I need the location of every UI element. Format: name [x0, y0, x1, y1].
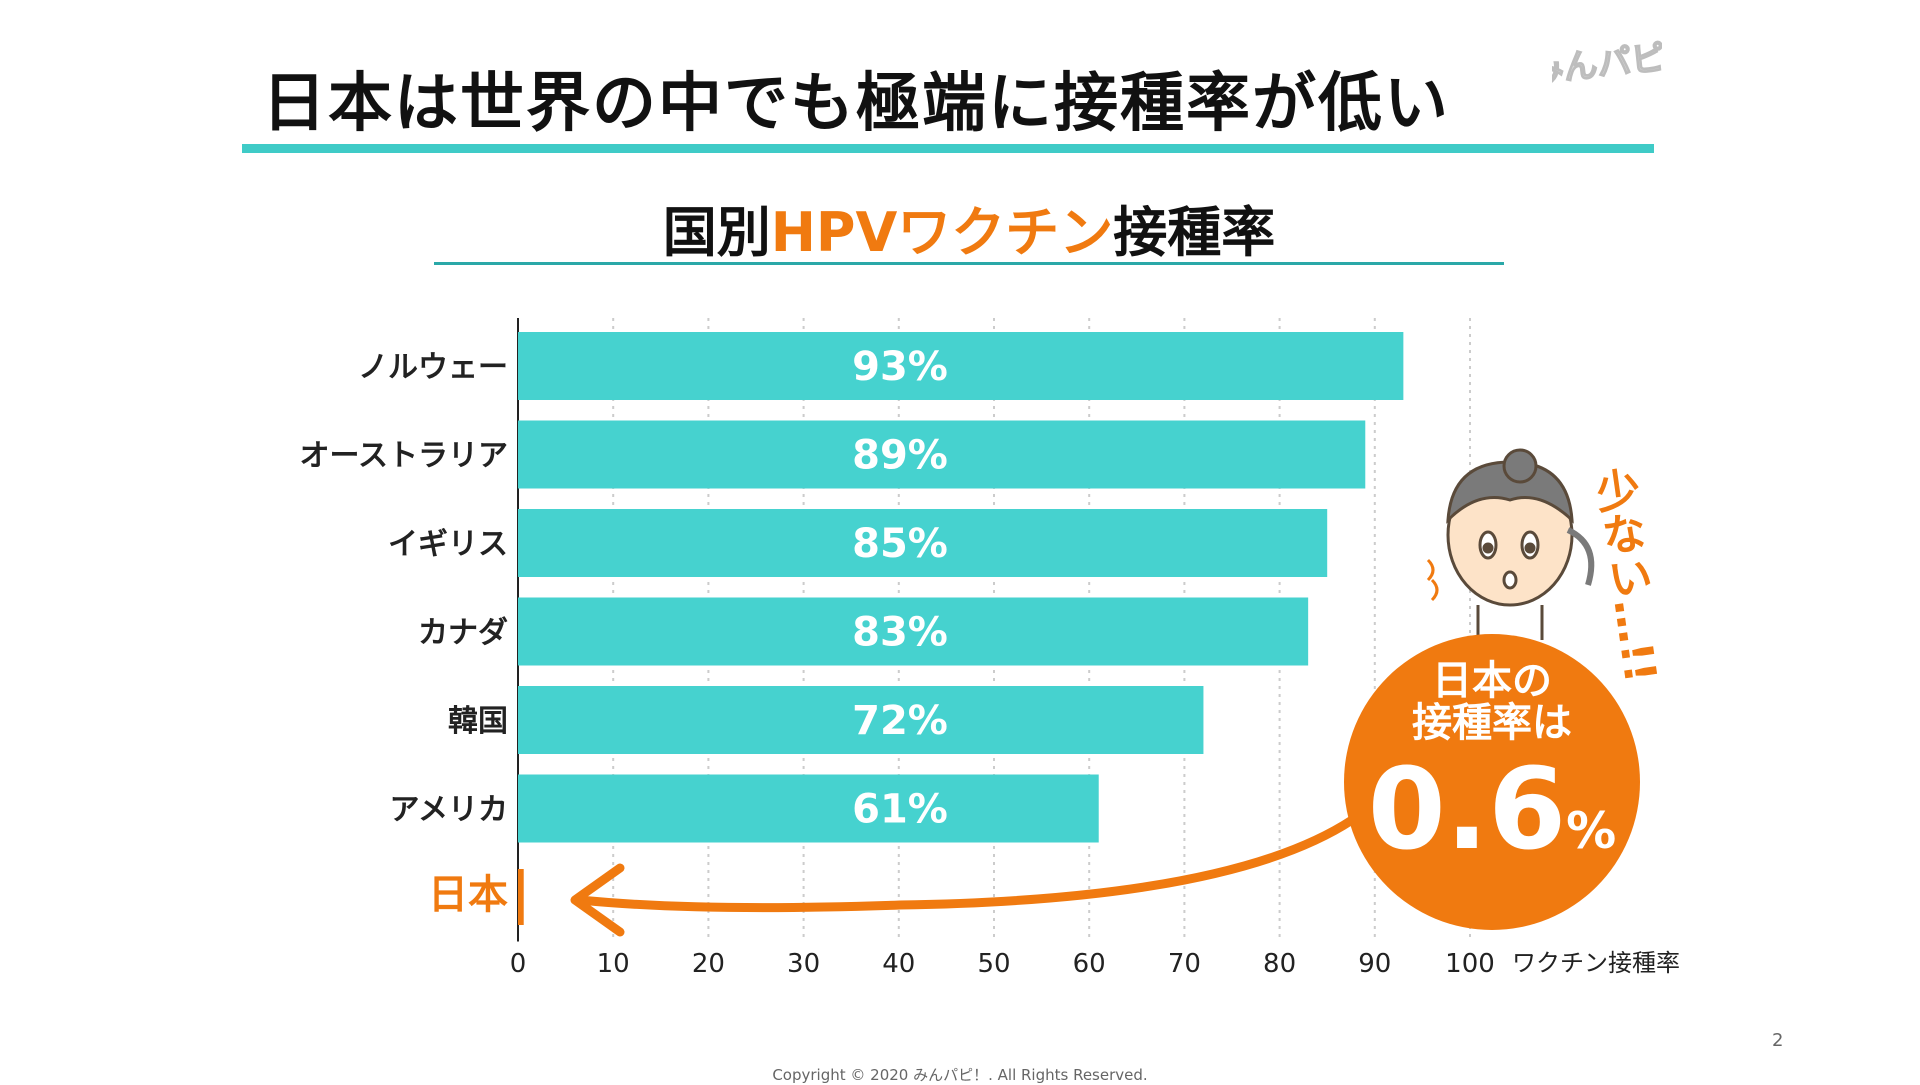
bar-value-label: 85%: [852, 521, 948, 567]
category-label: ノルウェー: [358, 350, 508, 385]
x-tick-label: 90: [1358, 949, 1391, 979]
bar: [518, 774, 1099, 843]
x-tick-label: 60: [1073, 949, 1106, 979]
category-label: カナダ: [418, 616, 508, 651]
bar-value-label: 83%: [852, 610, 948, 656]
x-tick-label: 30: [787, 949, 820, 979]
arrow-head: [570, 863, 625, 937]
girl-illustration: [1426, 448, 1595, 640]
x-tick-label: 80: [1263, 949, 1296, 979]
x-tick-labels: 0 10 20 30 40 50 60 70 80 90 100: [510, 949, 1495, 979]
japan-rate-callout-circle: [1344, 634, 1640, 930]
chart-title-prefix: 国別: [662, 201, 771, 264]
category-label: イギリス: [388, 527, 508, 562]
x-tick-label: 20: [692, 949, 725, 979]
category-label: 韓国: [448, 704, 508, 739]
x-tick-label: 100: [1445, 949, 1495, 979]
bars: 93% 89% 85% 83% 72% 61%: [518, 332, 1404, 925]
bar-value-label: 89%: [852, 433, 948, 479]
category-label: アメリカ: [390, 793, 509, 828]
bar-value-label: 61%: [852, 787, 948, 833]
bar: [518, 332, 1404, 400]
japan-rate-callout: 日本の 接種率は 0.6%: [1342, 660, 1642, 870]
callout-label-line2: 接種率は: [1412, 700, 1572, 746]
x-tick-label: 70: [1168, 949, 1201, 979]
x-tick-label: 10: [597, 949, 630, 979]
chart-title-highlight: HPVワクチン: [770, 201, 1114, 264]
bar: [518, 420, 1366, 489]
chart-title-underline: [434, 262, 1504, 265]
category-label: オーストラリア: [300, 439, 509, 474]
callout-value: 0.6: [1367, 745, 1567, 875]
page-number: 2: [1772, 1030, 1784, 1051]
bar-japan: [518, 869, 524, 925]
bar: [518, 686, 1204, 754]
callout-arrow: [575, 815, 1357, 913]
minpapi-logo: みんパピ!: [1552, 36, 1662, 93]
callout-unit: %: [1566, 802, 1617, 860]
x-tick-label: 40: [882, 949, 915, 979]
copyright: Copyright © 2020 みんパピ！. All Rights Reser…: [772, 1066, 1148, 1084]
bar-value-label: 93%: [852, 344, 948, 390]
chart-title: 国別HPVワクチン接種率: [434, 188, 1504, 267]
chart-title-suffix: 接種率: [1113, 201, 1276, 264]
callout-label-line1: 日本の: [1432, 658, 1552, 704]
bar: [518, 597, 1309, 666]
slide-title: 日本は世界の中でも極端に接種率が低い: [262, 67, 1450, 141]
x-tick-label: 0: [510, 949, 527, 979]
bar: [518, 509, 1328, 577]
x-axis-label: ワクチン接種率: [1512, 949, 1680, 977]
title-underline: [242, 144, 1654, 153]
category-label: 日本: [428, 872, 508, 918]
x-tick-label: 50: [977, 949, 1010, 979]
bar-value-label: 72%: [852, 698, 948, 744]
